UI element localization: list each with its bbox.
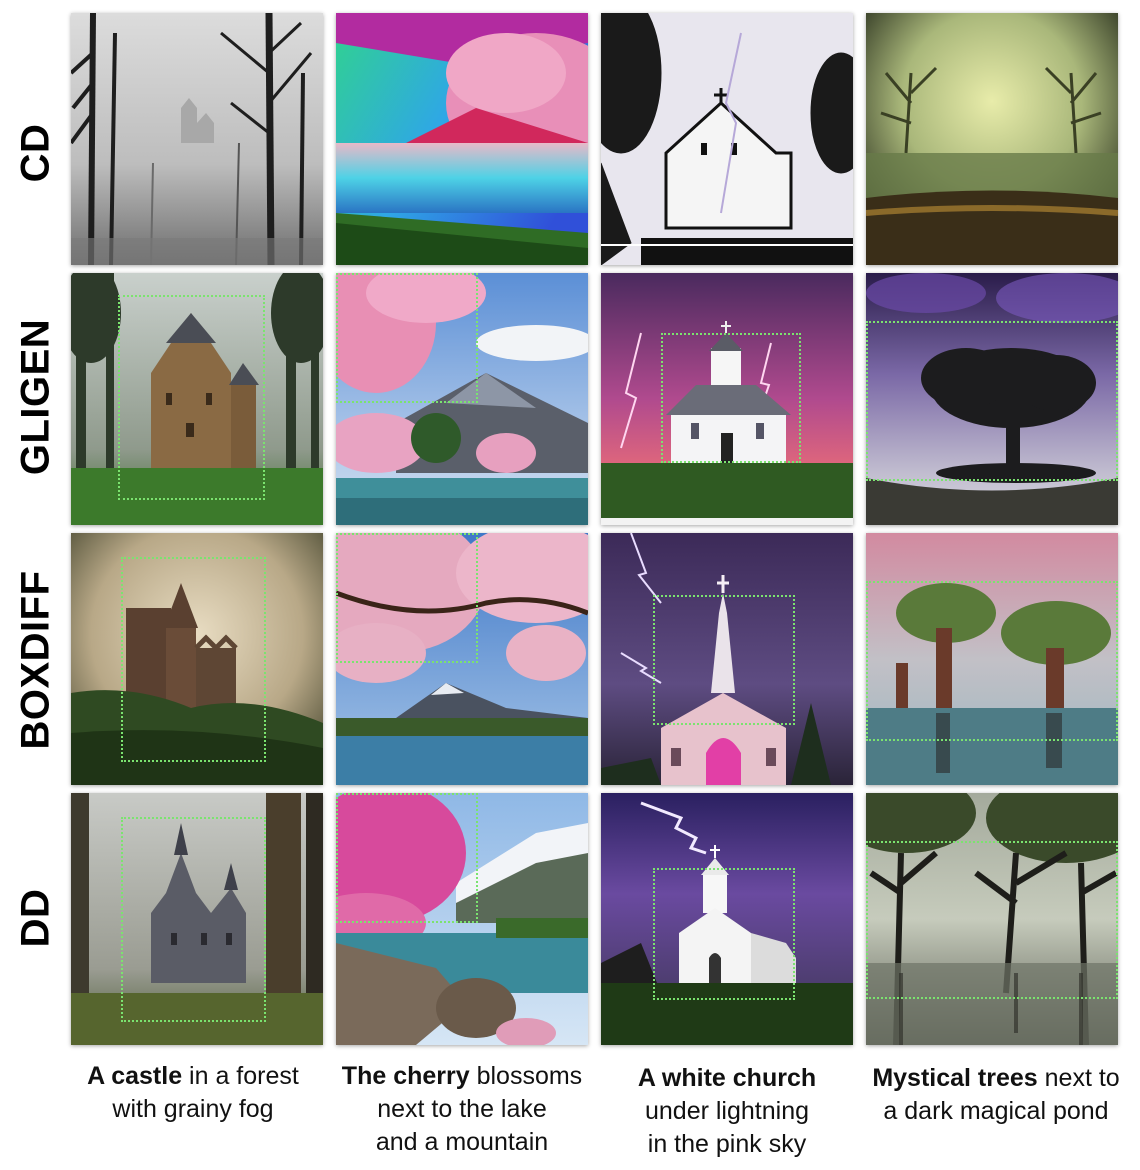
caption-church: A white church under lightning in the pi… [577,1062,877,1161]
image-boxdiff-castle [71,533,323,785]
caption-text: blossoms [469,1062,583,1090]
caption-bold: A castle [87,1062,183,1090]
image-dd-castle [71,793,323,1045]
caption-text: with grainy fog [112,1095,274,1123]
caption-text: in the pink sky [647,1130,807,1158]
image-cd-castle [71,13,323,265]
caption-castle: A castle in a forest with grainy fog [43,1060,343,1126]
image-cd-cherry [336,13,588,265]
caption-text: next to the lake [377,1095,547,1123]
caption-bold: A white church [637,1064,817,1092]
row-label-boxdiff: BOXDIFF [13,570,58,750]
image-dd-trees [866,793,1118,1045]
image-gligen-church [601,273,853,525]
image-gligen-cherry [336,273,588,525]
image-boxdiff-church [601,533,853,785]
image-gligen-castle [71,273,323,525]
image-dd-church [601,793,853,1045]
caption-text: and a mountain [375,1128,549,1156]
caption-text: under lightning [644,1097,809,1125]
image-boxdiff-cherry [336,533,588,785]
image-boxdiff-trees [866,533,1118,785]
caption-bold: The cherry [341,1062,470,1090]
row-label-cd: CD [13,123,58,183]
image-gligen-trees [866,273,1118,525]
caption-cherry: The cherry blossoms next to the lake and… [312,1060,612,1159]
image-cd-trees [866,13,1118,265]
image-dd-cherry [336,793,588,1045]
caption-text: a dark magical pond [883,1097,1109,1125]
caption-bold: Mystical trees [872,1064,1038,1092]
image-cd-church [601,13,853,265]
caption-text: next to [1037,1064,1120,1092]
row-label-gligen: GLIGEN [13,318,58,476]
caption-text: in a forest [182,1062,299,1090]
caption-trees: Mystical trees next to a dark magical po… [846,1062,1140,1128]
row-label-dd: DD [13,888,58,948]
